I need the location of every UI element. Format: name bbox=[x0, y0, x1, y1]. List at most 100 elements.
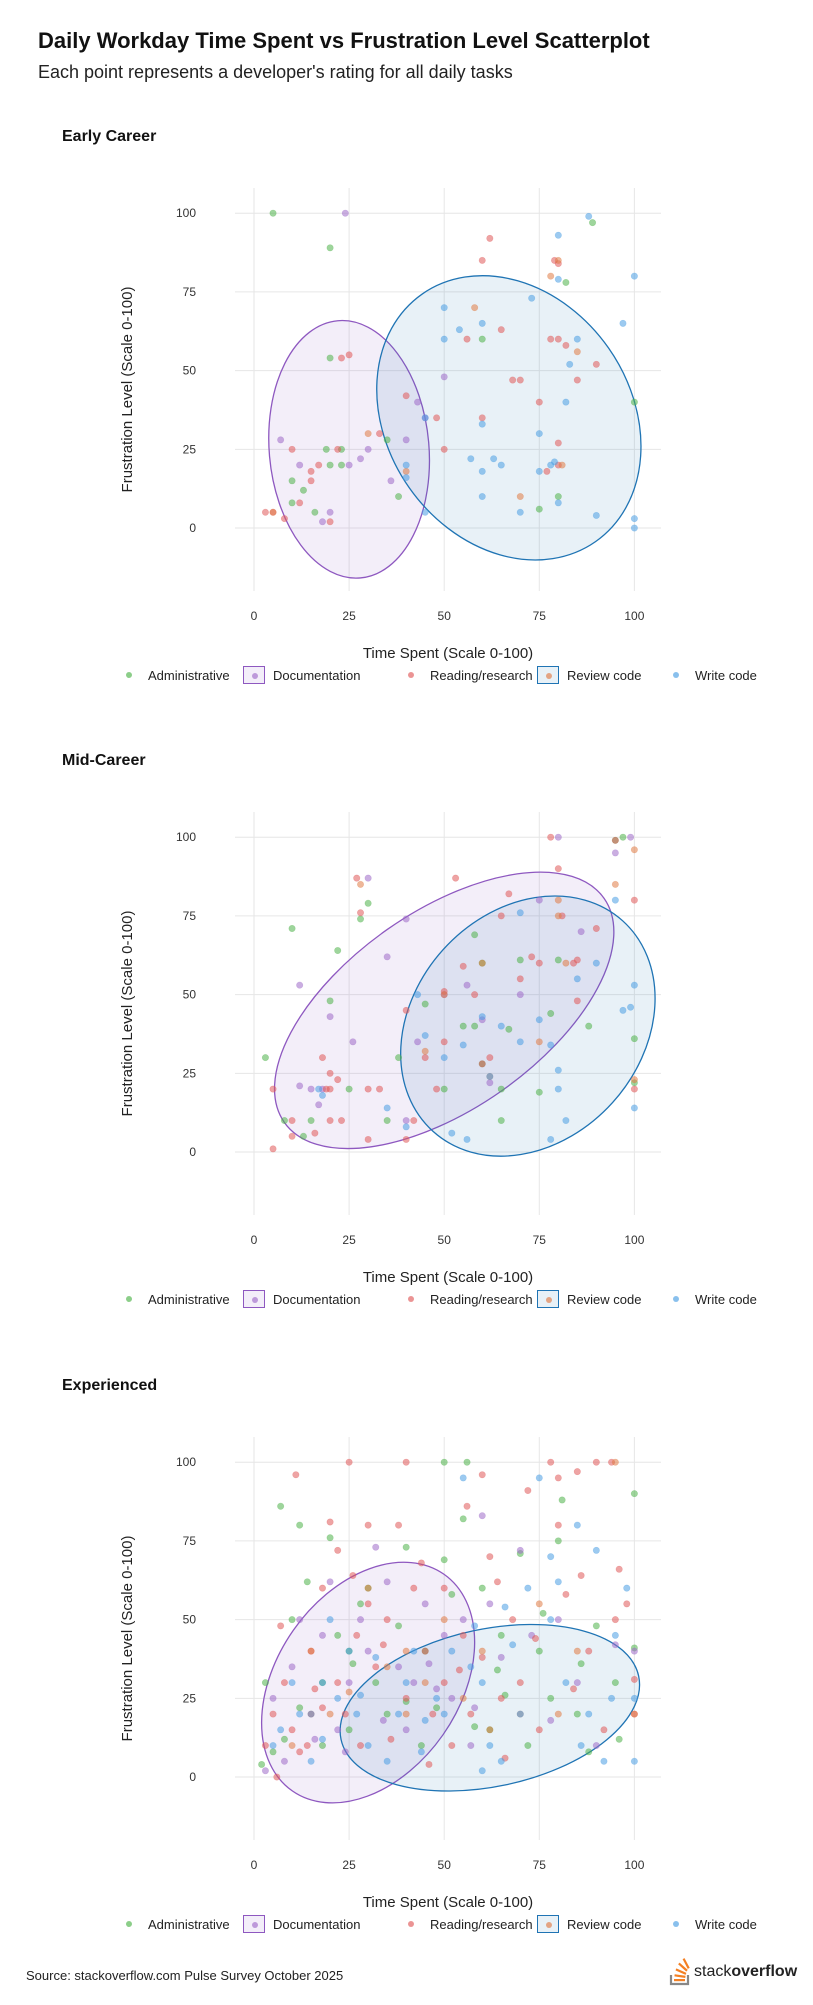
data-point bbox=[448, 1129, 456, 1137]
data-point bbox=[376, 430, 384, 438]
data-point bbox=[547, 1616, 555, 1624]
data-point bbox=[318, 1054, 326, 1062]
data-point bbox=[296, 1082, 304, 1090]
data-point bbox=[280, 1757, 288, 1765]
data-point bbox=[585, 1710, 593, 1718]
data-point bbox=[440, 1584, 448, 1592]
data-point bbox=[554, 275, 562, 283]
data-point bbox=[509, 1616, 517, 1624]
data-point bbox=[448, 1694, 456, 1702]
data-point bbox=[570, 1685, 578, 1693]
data-point bbox=[364, 1742, 372, 1750]
data-point bbox=[471, 931, 479, 939]
data-point bbox=[288, 924, 296, 932]
data-point bbox=[600, 1726, 608, 1734]
data-point bbox=[269, 209, 277, 217]
data-point bbox=[486, 1726, 494, 1734]
data-point bbox=[357, 1691, 365, 1699]
data-point bbox=[554, 439, 562, 447]
data-point bbox=[277, 1726, 285, 1734]
data-point bbox=[280, 1679, 288, 1687]
data-point bbox=[402, 467, 410, 475]
data-point bbox=[372, 1663, 380, 1671]
data-point bbox=[383, 436, 391, 444]
data-point bbox=[433, 414, 441, 422]
data-point bbox=[364, 1647, 372, 1655]
legend-dot bbox=[408, 1296, 414, 1302]
data-point bbox=[467, 1742, 475, 1750]
data-point bbox=[497, 1757, 505, 1765]
data-point bbox=[516, 508, 524, 516]
legend-label: Review code bbox=[567, 1291, 642, 1307]
gridlines bbox=[235, 188, 661, 591]
x-tick-label: 100 bbox=[624, 609, 644, 623]
data-point bbox=[402, 392, 410, 400]
data-point bbox=[402, 1006, 410, 1014]
legend-dot bbox=[546, 1922, 552, 1928]
data-point bbox=[410, 1584, 418, 1592]
legend-key bbox=[243, 1290, 265, 1308]
data-point bbox=[611, 1679, 619, 1687]
data-point bbox=[269, 1694, 277, 1702]
data-point bbox=[334, 1726, 342, 1734]
confidence-ellipse-documentation bbox=[268, 319, 431, 579]
data-point bbox=[486, 1600, 494, 1608]
data-point bbox=[463, 1502, 471, 1510]
data-point bbox=[372, 1653, 380, 1661]
legend: Administrative Documentation Reading/resea… bbox=[0, 1288, 813, 1310]
data-point bbox=[395, 1622, 403, 1630]
data-point bbox=[524, 1487, 532, 1495]
data-point bbox=[421, 1647, 429, 1655]
series-review-code bbox=[288, 1458, 638, 1750]
data-point bbox=[543, 467, 551, 475]
data-point bbox=[421, 1679, 429, 1687]
data-point bbox=[516, 956, 524, 964]
legend-dot bbox=[252, 1297, 258, 1303]
data-point bbox=[562, 398, 570, 406]
y-tick-label: 75 bbox=[183, 909, 197, 923]
data-point bbox=[261, 1679, 269, 1687]
data-point bbox=[478, 319, 486, 327]
data-point bbox=[486, 1553, 494, 1561]
data-point bbox=[402, 1694, 410, 1702]
data-point bbox=[402, 474, 410, 482]
data-point bbox=[611, 1616, 619, 1624]
legend-item-reading-research: Reading/research bbox=[400, 1288, 533, 1310]
data-point bbox=[459, 1631, 467, 1639]
legend-item-write-code: Write code bbox=[665, 1288, 757, 1310]
legend-item-reading-research: Reading/research bbox=[400, 664, 533, 686]
data-point bbox=[421, 414, 429, 422]
data-point bbox=[364, 430, 372, 438]
y-tick-label: 50 bbox=[183, 364, 197, 378]
legend-label: Review code bbox=[567, 1916, 642, 1932]
y-tick-label: 25 bbox=[183, 1691, 197, 1705]
data-point bbox=[395, 1710, 403, 1718]
data-point bbox=[395, 1054, 403, 1062]
data-point bbox=[459, 1041, 467, 1049]
data-point bbox=[528, 294, 536, 302]
data-point bbox=[353, 1631, 361, 1639]
data-point bbox=[383, 1616, 391, 1624]
data-point bbox=[478, 467, 486, 475]
data-point bbox=[497, 912, 505, 920]
data-point bbox=[261, 1054, 269, 1062]
data-point bbox=[478, 335, 486, 343]
legend-item-review-code: Review code bbox=[537, 664, 641, 686]
data-point bbox=[326, 461, 334, 469]
data-point bbox=[440, 1054, 448, 1062]
data-point bbox=[592, 924, 600, 932]
data-point bbox=[535, 1038, 543, 1046]
data-point bbox=[577, 928, 585, 936]
data-point bbox=[524, 1742, 532, 1750]
data-point bbox=[288, 499, 296, 507]
y-tick-label: 50 bbox=[183, 988, 197, 1002]
logo-bold-text: overflow bbox=[731, 1963, 798, 1980]
data-point bbox=[585, 1748, 593, 1756]
stackoverflow-wordmark: stackoverflow bbox=[694, 1963, 797, 1981]
data-point bbox=[592, 1622, 600, 1630]
data-point bbox=[623, 1600, 631, 1608]
data-point bbox=[471, 1622, 479, 1630]
data-point bbox=[440, 304, 448, 312]
data-point bbox=[307, 1085, 315, 1093]
data-point bbox=[326, 1013, 334, 1021]
